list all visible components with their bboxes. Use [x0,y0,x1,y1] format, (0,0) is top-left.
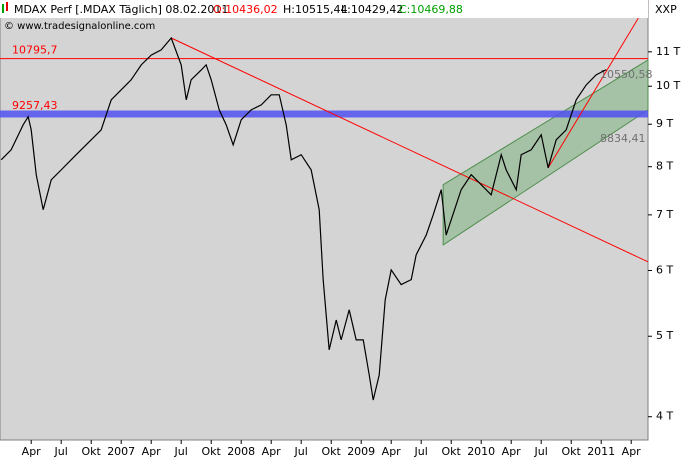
x-tick-label: 2009 [347,445,375,458]
x-tick-label: Apr [262,445,282,458]
x-tick-label: Jul [174,445,188,458]
x-tick-label: 2008 [227,445,255,458]
price-line [0,36,607,401]
x-tick-label: Apr [382,445,402,458]
x-tick-label: Okt [82,445,102,458]
x-tick-label: 2007 [107,445,135,458]
x-tick-label: Jul [414,445,428,458]
trend-line [547,1,649,169]
x-tick-label: Apr [622,445,642,458]
x-tick-label: Okt [562,445,582,458]
header-close: C:10469,88 [399,3,463,16]
copyright: © www.tradesignalonline.com [4,21,155,32]
x-tick-label: Jul [54,445,68,458]
x-tick-label: Okt [202,445,222,458]
level-label: 9257,43 [12,99,58,112]
plot-area [0,0,649,441]
x-tick-label: Jul [534,445,548,458]
plot: 10795,7 9257,43 10550,58 8834,41 [0,1,653,401]
x-tick-label: Okt [442,445,462,458]
y-tick-label: 6 T [656,263,673,276]
y-tick-label: 7 T [656,208,673,221]
annotation-label: 8834,41 [600,132,646,145]
x-tick-label: 2010 [467,445,495,458]
y-tick-label: 4 T [656,410,673,423]
header-low: L:10429,42 [341,3,403,16]
y-tick-label: 8 T [656,160,673,173]
trend-line [171,37,649,263]
x-tick-label: Apr [142,445,162,458]
x-tick-label: Apr [22,445,42,458]
header-title: MDAX Perf [.MDAX Täglich] 08.02.2011 [14,3,228,16]
header-high: H:10515,44 [283,3,347,16]
y-tick-label: 9 T [656,117,673,130]
y-tick-label: 10 T [656,79,680,92]
icon [2,4,4,13]
x-tick-label: Jul [294,445,308,458]
y-tick-label: 5 T [656,329,673,342]
x-tick-label: Apr [502,445,522,458]
icon [6,2,8,11]
y-tick-label: 11 T [656,45,680,58]
header-open: O:10436,02 [213,3,278,16]
trend-channel [442,59,649,246]
x-tick-label: 2011 [587,445,615,458]
x-tick-label: Okt [322,445,342,458]
axis-title: XXP [655,3,677,16]
annotation-label: 10550,58 [600,68,653,81]
level-label: 10795,7 [12,44,58,57]
header-bar [0,0,648,18]
